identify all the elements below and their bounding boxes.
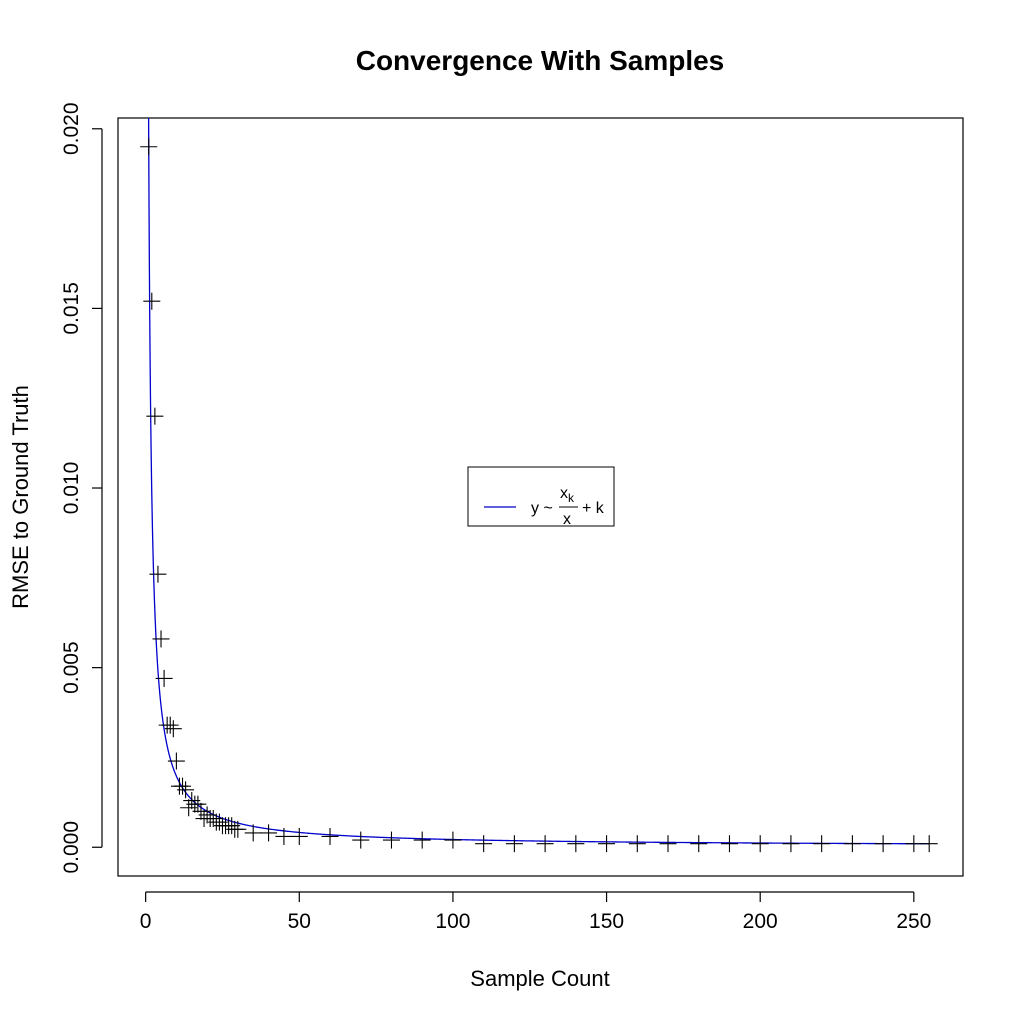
y-tick-label: 0.020 [60,102,83,155]
data-point [161,716,179,734]
y-tick-label: 0.000 [60,821,83,874]
legend: y ~ xk x + k [467,466,615,528]
data-point [174,777,192,795]
data-point [413,831,431,849]
data-point [567,835,585,853]
x-tick-label: 150 [589,910,624,933]
x-axis: 0 50 100 150 200 250 [140,891,931,933]
data-point [843,835,861,853]
data-point [444,831,462,849]
data-point [149,565,167,583]
x-tick-label: 100 [435,910,470,933]
data-point [628,835,646,853]
data-point [146,407,164,425]
y-axis: 0.000 0.005 0.010 0.015 0.020 [60,102,103,874]
data-point [167,752,185,770]
data-point [229,820,247,838]
x-tick-label: 250 [896,910,931,933]
data-point [382,831,400,849]
data-point [751,835,769,853]
data-point [813,835,831,853]
data-points-layer [140,138,938,853]
legend-y-prefix: y ~ [531,500,553,517]
data-point [155,669,173,687]
data-point [920,835,938,853]
legend-suffix: + k [582,500,605,517]
legend-denominator: x [563,511,571,528]
data-point [189,795,207,813]
y-tick-label: 0.005 [60,641,83,694]
data-point [177,781,195,799]
data-point [536,835,554,853]
data-point [260,824,278,842]
data-point [659,835,677,853]
data-point [275,827,293,845]
data-point [690,835,708,853]
chart-title: Convergence With Samples [356,45,725,76]
data-point [164,720,182,738]
legend-numerator: xk [560,485,575,505]
data-point [720,835,738,853]
plot-frame [117,117,964,877]
y-tick-label: 0.015 [60,282,83,335]
y-axis-label: RMSE to Ground Truth [8,385,33,609]
data-point [782,835,800,853]
x-tick-label: 50 [288,910,311,933]
x-tick-label: 0 [140,910,152,933]
y-tick-label: 0.010 [60,462,83,515]
data-point [505,835,523,853]
data-point [140,138,158,156]
data-point [874,835,892,853]
data-point [244,824,262,842]
data-point [352,831,370,849]
x-axis-label: Sample Count [470,966,609,991]
legend-box [467,466,615,527]
data-point [143,292,161,310]
data-point [475,835,493,853]
data-point [152,630,170,648]
data-point [598,835,616,853]
data-point [290,827,308,845]
x-tick-label: 200 [743,910,778,933]
data-point [321,827,339,845]
data-point [905,835,923,853]
